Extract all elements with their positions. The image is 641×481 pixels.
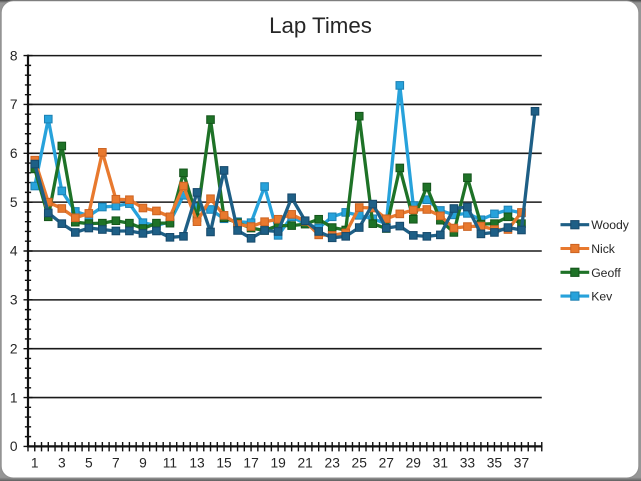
svg-text:21: 21 xyxy=(297,456,312,471)
svg-text:23: 23 xyxy=(325,456,341,471)
svg-text:0: 0 xyxy=(10,439,18,454)
svg-text:35: 35 xyxy=(487,456,503,471)
svg-text:27: 27 xyxy=(379,456,394,471)
svg-text:5: 5 xyxy=(10,195,18,210)
svg-text:Lap Times: Lap Times xyxy=(269,13,372,38)
svg-text:Nick: Nick xyxy=(591,242,616,256)
svg-text:31: 31 xyxy=(433,456,448,471)
svg-text:15: 15 xyxy=(216,456,232,471)
svg-text:4: 4 xyxy=(10,244,18,259)
svg-text:Kev: Kev xyxy=(591,290,613,304)
svg-text:25: 25 xyxy=(352,456,368,471)
svg-text:Geoff: Geoff xyxy=(591,266,621,280)
svg-text:33: 33 xyxy=(460,456,476,471)
svg-text:3: 3 xyxy=(10,293,18,308)
svg-text:6: 6 xyxy=(10,146,18,161)
svg-text:2: 2 xyxy=(10,341,18,356)
svg-text:7: 7 xyxy=(112,456,120,471)
svg-text:1: 1 xyxy=(31,456,39,471)
svg-text:29: 29 xyxy=(406,456,422,471)
svg-text:3: 3 xyxy=(58,456,66,471)
svg-text:13: 13 xyxy=(189,456,205,471)
svg-text:7: 7 xyxy=(10,97,18,112)
svg-text:17: 17 xyxy=(243,456,258,471)
svg-text:11: 11 xyxy=(163,456,177,471)
svg-text:1: 1 xyxy=(10,390,18,405)
svg-text:37: 37 xyxy=(514,456,529,471)
svg-text:5: 5 xyxy=(85,456,93,471)
svg-text:19: 19 xyxy=(270,456,286,471)
svg-text:9: 9 xyxy=(139,456,147,471)
svg-text:Woody: Woody xyxy=(591,218,630,232)
svg-text:8: 8 xyxy=(10,48,18,63)
